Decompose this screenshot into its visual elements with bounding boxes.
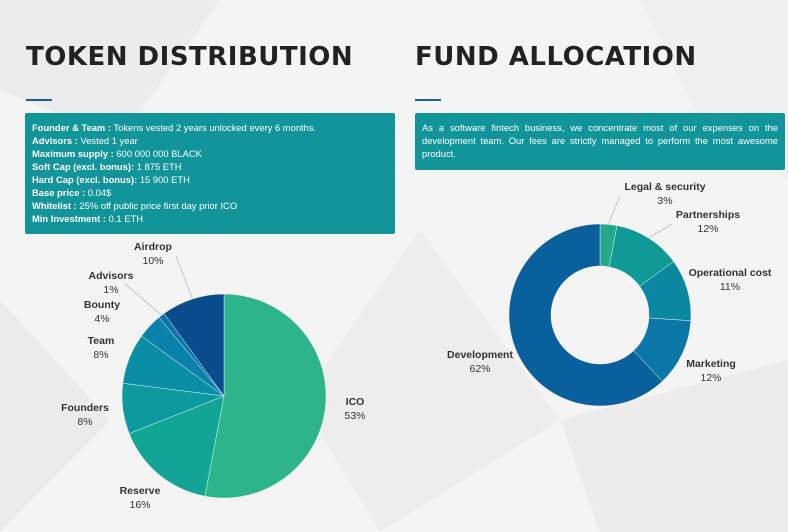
- value-label-legal-security: 3%: [657, 195, 672, 207]
- info-row: Founder & Team : Tokens vested 2 years u…: [32, 121, 388, 134]
- info-value: 0.1 ETH: [105, 213, 143, 224]
- value-label-team: 8%: [93, 349, 108, 361]
- leader-line-advisors: [123, 282, 162, 315]
- info-row: Base price : 0.04$: [32, 186, 388, 199]
- value-label-advisors: 1%: [103, 284, 118, 296]
- label-founders: Founders: [61, 402, 109, 414]
- info-value: 15 900 ETH: [137, 174, 190, 185]
- info-key: Maximum supply :: [32, 148, 114, 159]
- leader-line-partnerships: [649, 223, 673, 238]
- label-ico: ICO: [346, 396, 365, 408]
- label-reserve: Reserve: [120, 485, 161, 497]
- info-value: 1 875 ETH: [134, 161, 182, 172]
- info-key: Founder & Team :: [32, 122, 111, 133]
- fund-info-box: As a software fintech business, we conce…: [415, 113, 785, 170]
- info-key: Whitelist :: [32, 200, 77, 211]
- label-partnerships: Partnerships: [676, 209, 740, 221]
- info-value: 0.04$: [85, 187, 112, 198]
- token-distribution-title: TOKEN DISTRIBUTION: [26, 42, 354, 72]
- value-label-bounty: 4%: [94, 313, 109, 325]
- label-advisors: Advisors: [89, 270, 134, 282]
- value-label-partnerships: 12%: [697, 223, 718, 235]
- info-row: Maximum supply : 600 000 000 BLACK: [32, 147, 388, 160]
- fund-title-underline: [415, 99, 441, 101]
- info-row: Min Investment : 0.1 ETH: [32, 212, 388, 225]
- fund-allocation-title: FUND ALLOCATION: [415, 42, 697, 72]
- leader-line-airdrop: [175, 255, 193, 299]
- slice-airdrop: [163, 293, 225, 397]
- info-row: Hard Cap (excl. bonus): 15 900 ETH: [32, 173, 388, 186]
- value-label-operational-cost: 11%: [720, 281, 740, 293]
- info-value: 25% off public price first day prior ICO: [76, 200, 238, 211]
- info-row: Soft Cap (excl. bonus): 1 875 ETH: [32, 160, 388, 173]
- slice-reserve: [128, 395, 225, 497]
- leader-line-legal-security: [608, 195, 621, 224]
- info-key: Advisors :: [32, 135, 78, 146]
- token-title-underline: [26, 99, 52, 101]
- label-marketing: Marketing: [686, 358, 736, 370]
- info-value: Tokens vested 2 years unlocked every 6 m…: [111, 122, 317, 133]
- label-bounty: Bounty: [84, 299, 120, 311]
- value-label-ico: 53%: [344, 410, 365, 422]
- value-label-airdrop: 10%: [142, 255, 163, 267]
- info-key: Min Investment :: [32, 213, 106, 224]
- label-airdrop: Airdrop: [134, 241, 172, 253]
- label-development: Development: [447, 349, 513, 361]
- slice-development: [508, 223, 663, 407]
- fund-info-text: As a software fintech business, we conce…: [422, 122, 778, 159]
- info-key: Base price :: [32, 187, 86, 198]
- token-info-box: Founder & Team : Tokens vested 2 years u…: [25, 113, 395, 234]
- slice-ico: [204, 293, 327, 499]
- value-label-reserve: 16%: [129, 499, 150, 511]
- info-key: Soft Cap (excl. bonus):: [32, 161, 135, 172]
- info-value: Vested 1 year: [77, 135, 138, 146]
- info-row: Whitelist : 25% off public price first d…: [32, 199, 388, 212]
- info-key: Hard Cap (excl. bonus):: [32, 174, 138, 185]
- value-label-development: 62%: [469, 363, 490, 375]
- label-team: Team: [88, 335, 115, 347]
- info-value: 600 000 000 BLACK: [113, 148, 202, 159]
- label-legal-security: Legal & security: [624, 181, 705, 193]
- value-label-founders: 8%: [77, 416, 92, 428]
- info-row: Advisors : Vested 1 year: [32, 134, 388, 147]
- value-label-marketing: 12%: [700, 372, 721, 384]
- label-operational-cost: Operational cost: [689, 267, 772, 279]
